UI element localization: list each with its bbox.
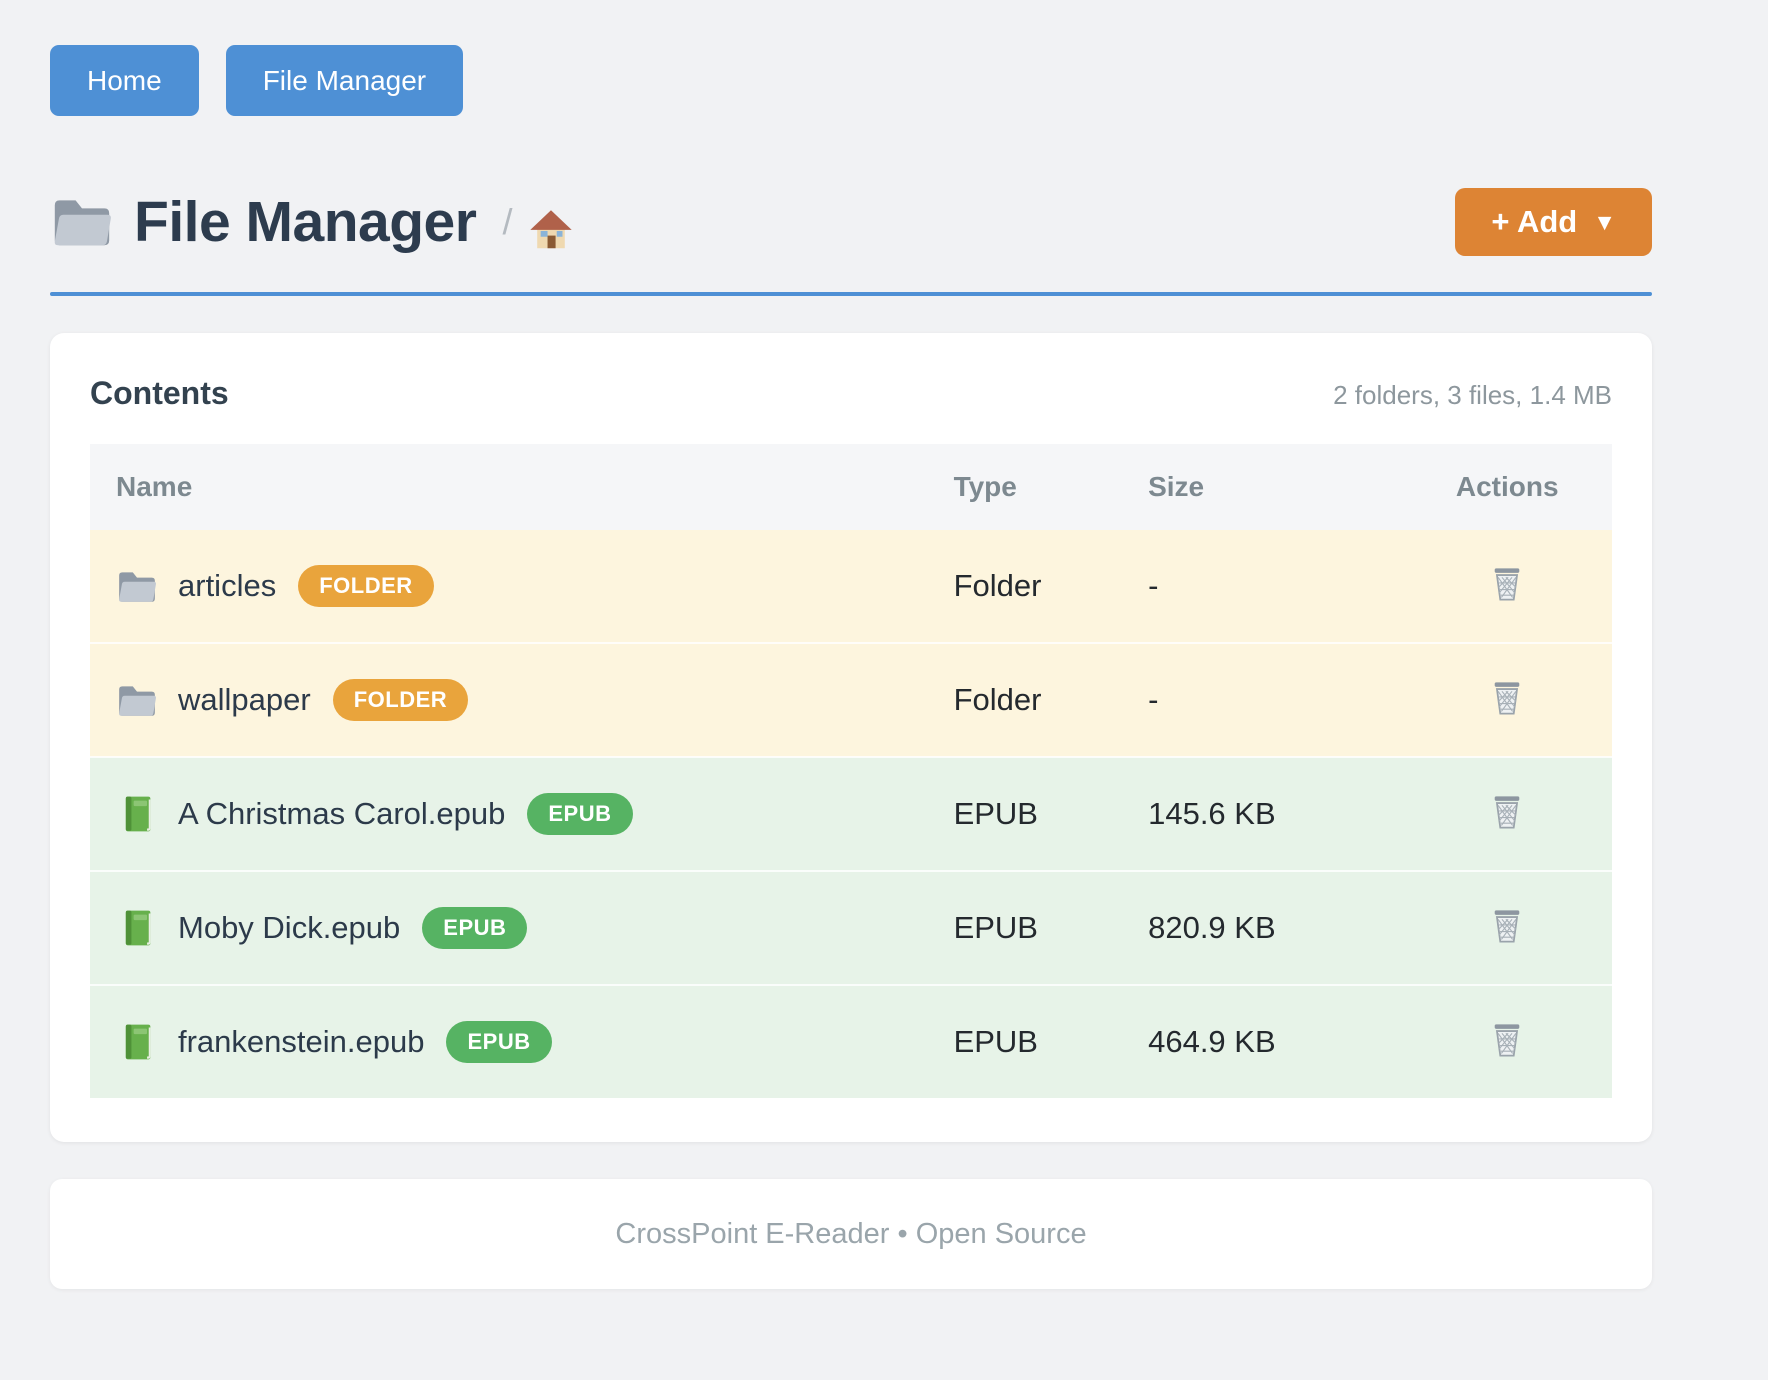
column-header-name: Name [90,444,954,530]
size-cell: - [1148,682,1159,717]
type-cell: EPUB [953,1024,1038,1059]
epub-badge: EPUB [422,907,528,949]
size-cell: 145.6 KB [1148,796,1276,831]
trash-icon [1489,1024,1525,1062]
file-name-link[interactable]: A Christmas Carol.epub [178,796,506,831]
name-cell: Moby Dick.epub EPUB [90,907,954,949]
page-title: File Manager / [50,189,574,255]
actions-cell [1402,643,1612,757]
epub-badge: EPUB [527,793,633,835]
column-header-size: Size [1148,444,1403,530]
file-name-link[interactable]: frankenstein.epub [178,1024,425,1059]
name-cell: wallpaper FOLDER [90,679,954,721]
folder-icon [50,194,114,250]
breadcrumb-separator: / [502,201,512,242]
size-cell: 464.9 KB [1148,1024,1276,1059]
page-content: Home File Manager File Manager / + Add ▼… [50,0,1652,1289]
book-icon [116,1023,158,1061]
delete-button[interactable] [1485,1017,1529,1066]
table-row: A Christmas Carol.epub EPUB EPUB 145.6 K… [90,757,1612,871]
column-header-type: Type [953,444,1149,530]
column-header-actions: Actions [1402,444,1612,530]
file-name-link[interactable]: wallpaper [178,682,311,717]
actions-cell [1402,871,1612,985]
trash-icon [1489,682,1525,720]
contents-card: Contents 2 folders, 3 files, 1.4 MB Name… [50,333,1652,1142]
contents-card-header: Contents 2 folders, 3 files, 1.4 MB [90,375,1612,412]
file-name-link[interactable]: Moby Dick.epub [178,910,401,945]
footer-text: CrossPoint E-Reader • Open Source [615,1217,1087,1250]
name-cell: A Christmas Carol.epub EPUB [90,793,954,835]
delete-button[interactable] [1485,903,1529,952]
trash-icon [1489,796,1525,834]
delete-button[interactable] [1485,561,1529,610]
epub-badge: EPUB [446,1021,552,1063]
folder-icon [116,567,158,605]
footer: CrossPoint E-Reader • Open Source [50,1179,1652,1289]
delete-button[interactable] [1485,789,1529,838]
actions-cell [1402,530,1612,643]
contents-heading: Contents [90,375,229,411]
book-icon [116,795,158,833]
trash-icon [1489,910,1525,948]
header-divider [50,292,1652,296]
page-title-text: File Manager [134,190,477,254]
caret-down-icon: ▼ [1593,208,1616,235]
folder-badge: FOLDER [332,679,469,721]
top-nav: Home File Manager [50,45,1652,116]
type-cell: Folder [953,568,1042,603]
nav-home-button[interactable]: Home [50,45,199,116]
trash-icon [1489,568,1525,606]
add-button-label: + Add [1491,204,1578,239]
size-cell: - [1148,568,1159,603]
table-row: frankenstein.epub EPUB EPUB 464.9 KB [90,985,1612,1098]
home-icon[interactable] [528,200,574,249]
size-cell: 820.9 KB [1148,910,1276,945]
table-row: wallpaper FOLDER Folder - [90,643,1612,757]
folder-icon [116,681,158,719]
files-table: Name Type Size Actions articles FOLDER F… [90,444,1612,1098]
book-icon [116,909,158,947]
type-cell: Folder [953,682,1042,717]
table-header-row: Name Type Size Actions [90,444,1612,530]
nav-file-manager-button[interactable]: File Manager [225,45,464,116]
add-button[interactable]: + Add ▼ [1455,188,1652,256]
table-row: articles FOLDER Folder - [90,530,1612,643]
file-name-link[interactable]: articles [178,568,277,603]
actions-cell [1402,757,1612,871]
actions-cell [1402,985,1612,1098]
contents-summary: 2 folders, 3 files, 1.4 MB [1333,380,1612,410]
type-cell: EPUB [953,796,1038,831]
name-cell: articles FOLDER [90,565,954,607]
name-cell: frankenstein.epub EPUB [90,1021,954,1063]
delete-button[interactable] [1485,675,1529,724]
type-cell: EPUB [953,910,1038,945]
page-header: File Manager / + Add ▼ [50,188,1652,256]
table-row: Moby Dick.epub EPUB EPUB 820.9 KB [90,871,1612,985]
folder-badge: FOLDER [298,565,434,607]
